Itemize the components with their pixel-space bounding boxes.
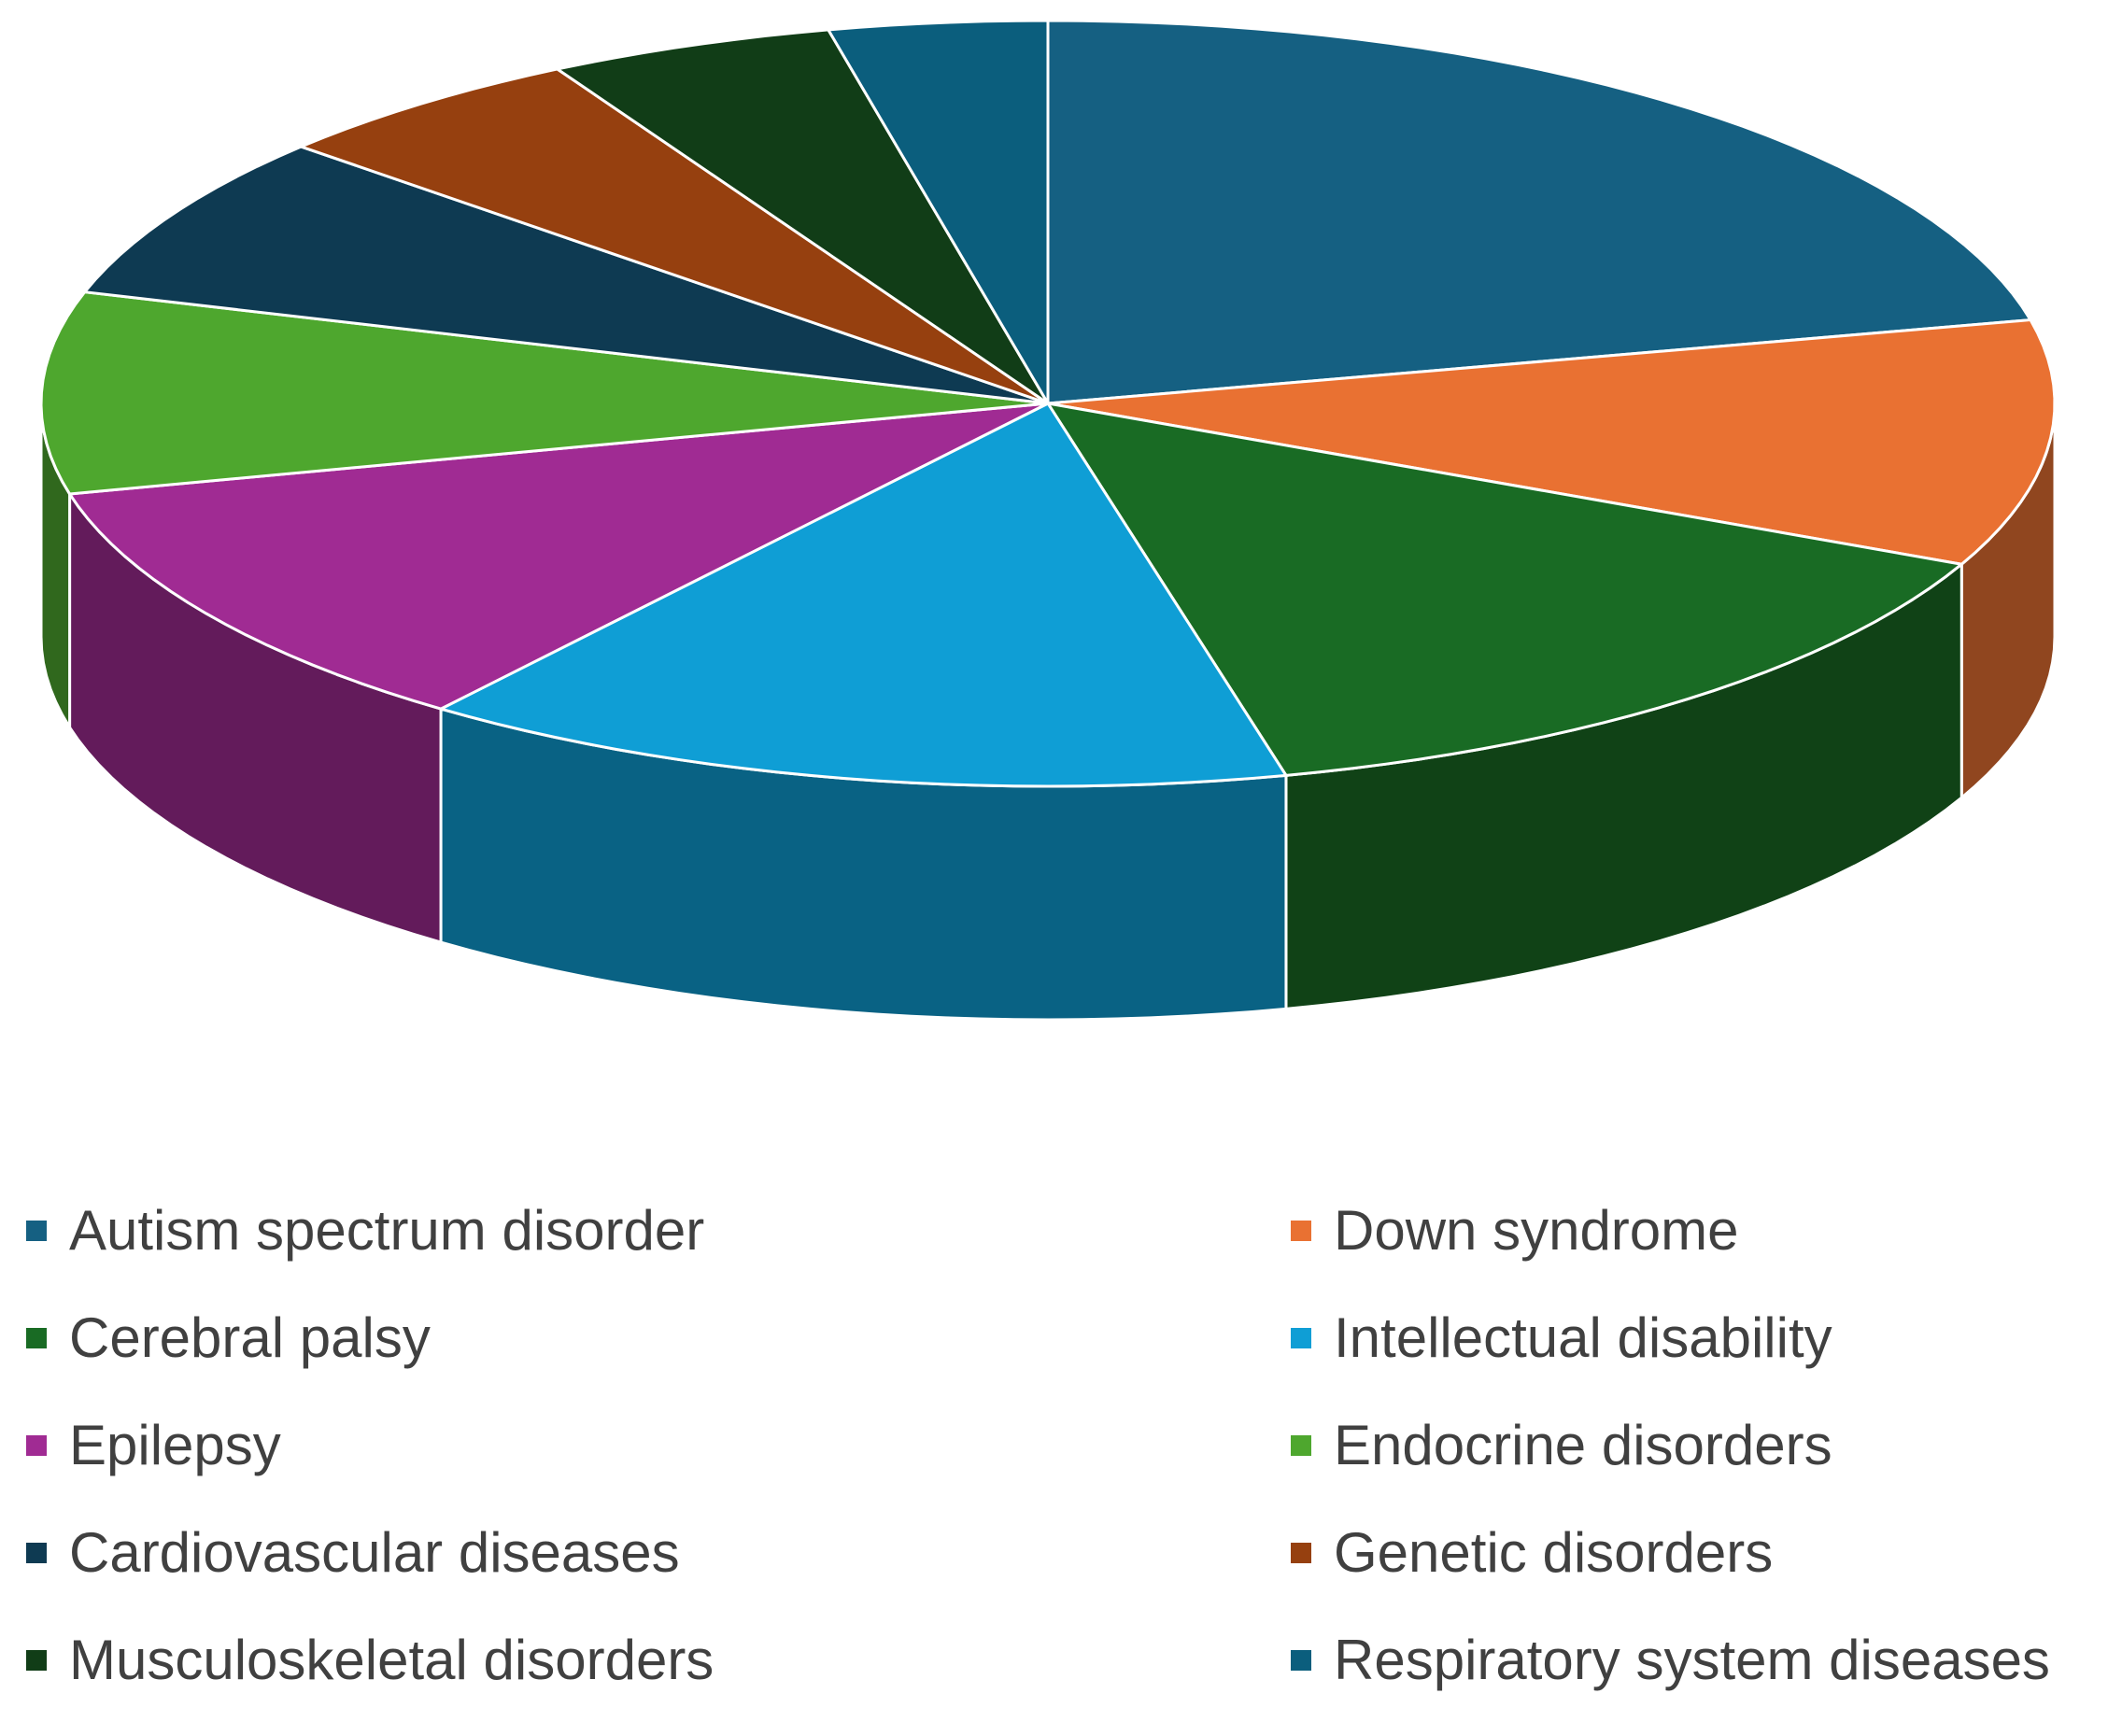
legend-item: Cardiovascular diseases [26, 1516, 680, 1590]
pie-slice-7 [83, 145, 1050, 405]
legend-swatch [26, 1650, 47, 1671]
legend-item: Respiratory system diseases [1291, 1623, 2050, 1698]
pie-slice-8 [299, 67, 1050, 405]
legend-swatch [26, 1221, 47, 1241]
legend-swatch [1291, 1650, 1311, 1671]
legend-swatch [1291, 1328, 1311, 1348]
legend-label: Musculoskeletal disorders [69, 1629, 714, 1691]
legend-swatch [26, 1435, 47, 1456]
legend-label: Genetic disorders [1334, 1521, 1774, 1584]
legend-item: Endocrine disorders [1291, 1408, 1832, 1483]
legend-label: Autism spectrum disorder [69, 1199, 705, 1262]
pie-slice-6 [39, 290, 1050, 496]
legend-swatch [1291, 1435, 1311, 1456]
legend-item: Epilepsy [26, 1408, 281, 1483]
legend-swatch [1291, 1221, 1311, 1241]
legend-label: Intellectual disability [1334, 1306, 1832, 1369]
legend-label: Cardiovascular diseases [69, 1521, 680, 1584]
pie-slice-2 [1046, 318, 2057, 566]
pie-slice-9 [556, 28, 1050, 405]
legend-label: Epilepsy [69, 1414, 281, 1476]
legend-item: Musculoskeletal disorders [26, 1623, 714, 1698]
pie-slice-5 [68, 402, 1050, 711]
pie-tops [39, 19, 2057, 788]
legend-item: Intellectual disability [1291, 1301, 1832, 1376]
legend-swatch [1291, 1543, 1311, 1563]
legend-swatch [26, 1543, 47, 1563]
pie-slice-4 [439, 402, 1288, 788]
legend-label: Cerebral palsy [69, 1306, 431, 1369]
legend-swatch [26, 1328, 47, 1348]
pie-slice-3 [1046, 402, 1963, 777]
legend-label: Down syndrome [1334, 1199, 1739, 1262]
legend-label: Endocrine disorders [1334, 1414, 1832, 1476]
pie-slice-1 [1046, 19, 2032, 405]
legend-item: Down syndrome [1291, 1193, 1739, 1268]
legend-item: Genetic disorders [1291, 1516, 1773, 1590]
pie-slice-10 [827, 19, 1050, 405]
legend-label: Respiratory system diseases [1334, 1629, 2050, 1691]
legend-item: Autism spectrum disorder [26, 1193, 704, 1268]
legend-item: Cerebral palsy [26, 1301, 431, 1376]
